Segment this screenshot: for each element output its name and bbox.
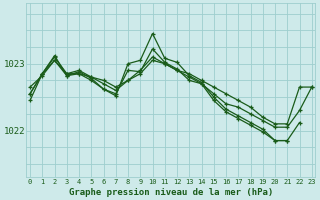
X-axis label: Graphe pression niveau de la mer (hPa): Graphe pression niveau de la mer (hPa) — [69, 188, 273, 197]
